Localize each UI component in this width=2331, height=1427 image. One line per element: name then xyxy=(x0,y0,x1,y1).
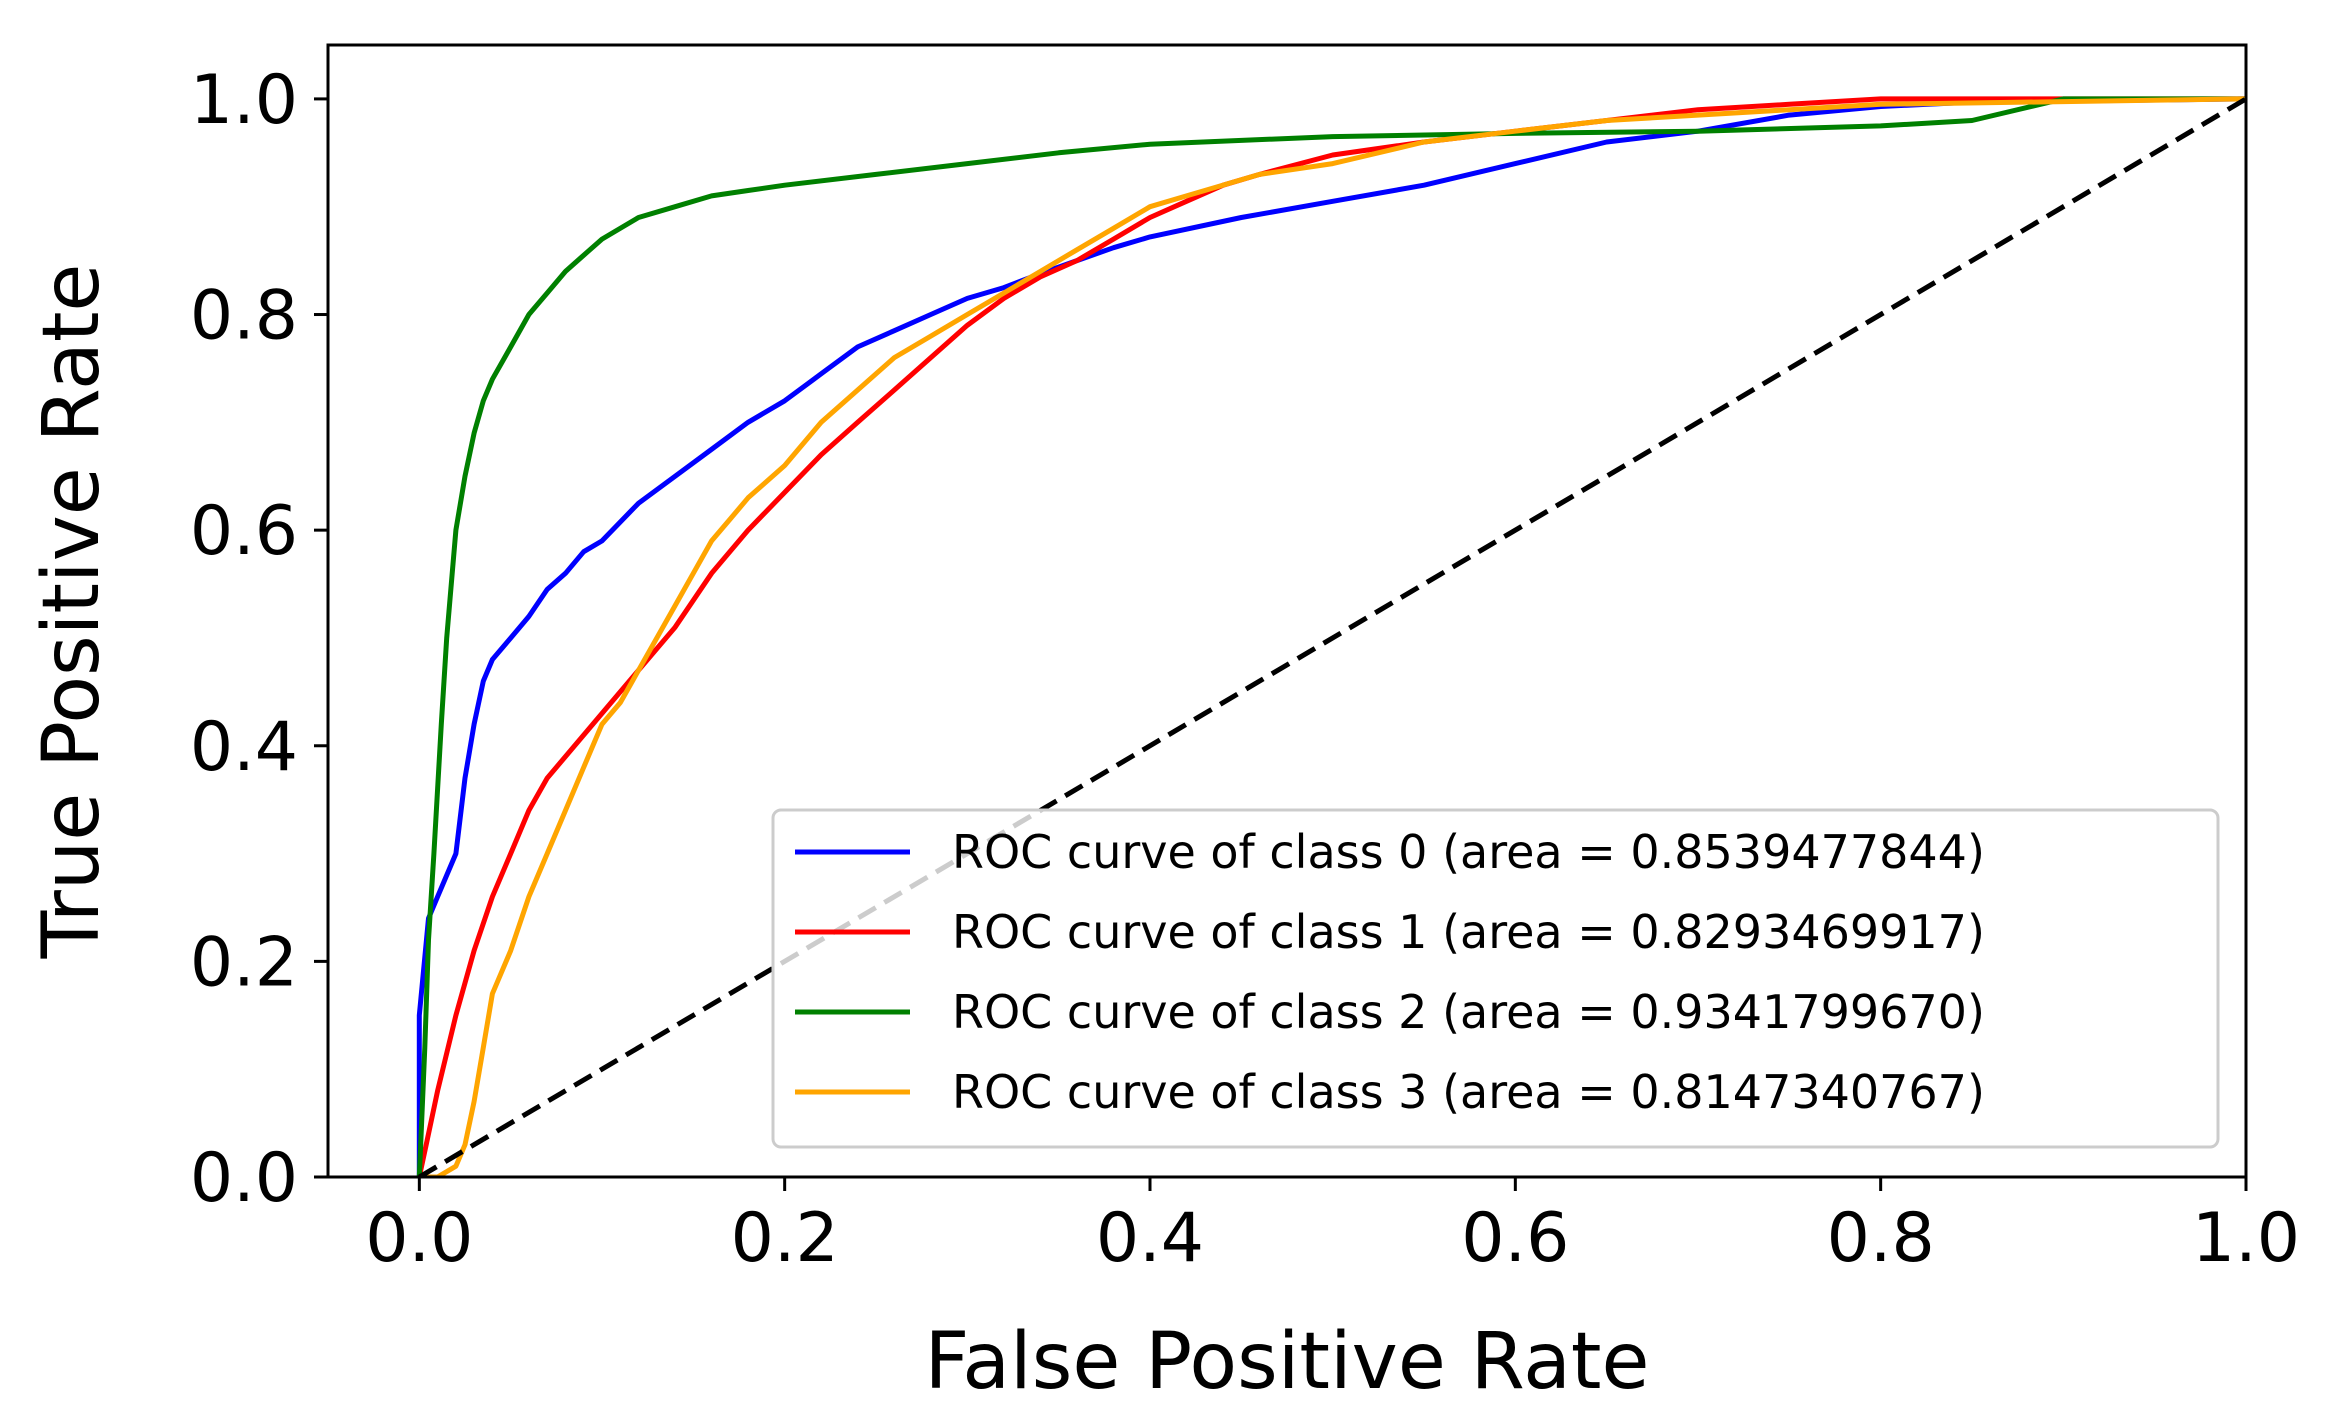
y-tick-label: 0.0 xyxy=(190,1139,298,1218)
y-tick-label: 0.8 xyxy=(190,277,298,356)
x-tick-label: 0.8 xyxy=(1827,1199,1935,1278)
y-tick-label: 0.4 xyxy=(190,708,298,787)
y-tick-label: 0.6 xyxy=(190,492,298,571)
y-tick-label: 0.2 xyxy=(190,923,298,1002)
legend-label: ROC curve of class 3 (area = 0.814734076… xyxy=(952,1065,1985,1119)
legend-label: ROC curve of class 0 (area = 0.853947784… xyxy=(952,825,1985,879)
roc-chart: 0.0 0.2 0.4 0.6 0.8 1.0 0.0 0.2 0.4 0.6 0.8 1.0 Fa… xyxy=(0,0,2331,1427)
y-axis-label: True Positive Rate xyxy=(27,264,117,960)
x-tick-label: 0.4 xyxy=(1096,1199,1204,1278)
x-axis-ticks: 0.0 0.2 0.4 0.6 0.8 1.0 xyxy=(365,1177,2300,1278)
x-tick-label: 1.0 xyxy=(2192,1199,2300,1278)
y-tick-label: 1.0 xyxy=(190,61,298,140)
x-tick-label: 0.6 xyxy=(1461,1199,1569,1278)
y-axis-ticks: 0.0 0.2 0.4 0.6 0.8 1.0 xyxy=(190,61,328,1218)
legend-label: ROC curve of class 1 (area = 0.829346991… xyxy=(952,905,1985,959)
legend-label: ROC curve of class 2 (area = 0.934179967… xyxy=(952,985,1985,1039)
x-tick-label: 0.0 xyxy=(365,1199,473,1278)
x-axis-label: False Positive Rate xyxy=(925,1317,1650,1407)
x-tick-label: 0.2 xyxy=(731,1199,839,1278)
chart-canvas: 0.0 0.2 0.4 0.6 0.8 1.0 0.0 0.2 0.4 0.6 0.8 1.0 Fa… xyxy=(0,0,2331,1427)
legend: ROC curve of class 0 (area = 0.853947784… xyxy=(773,810,2218,1147)
